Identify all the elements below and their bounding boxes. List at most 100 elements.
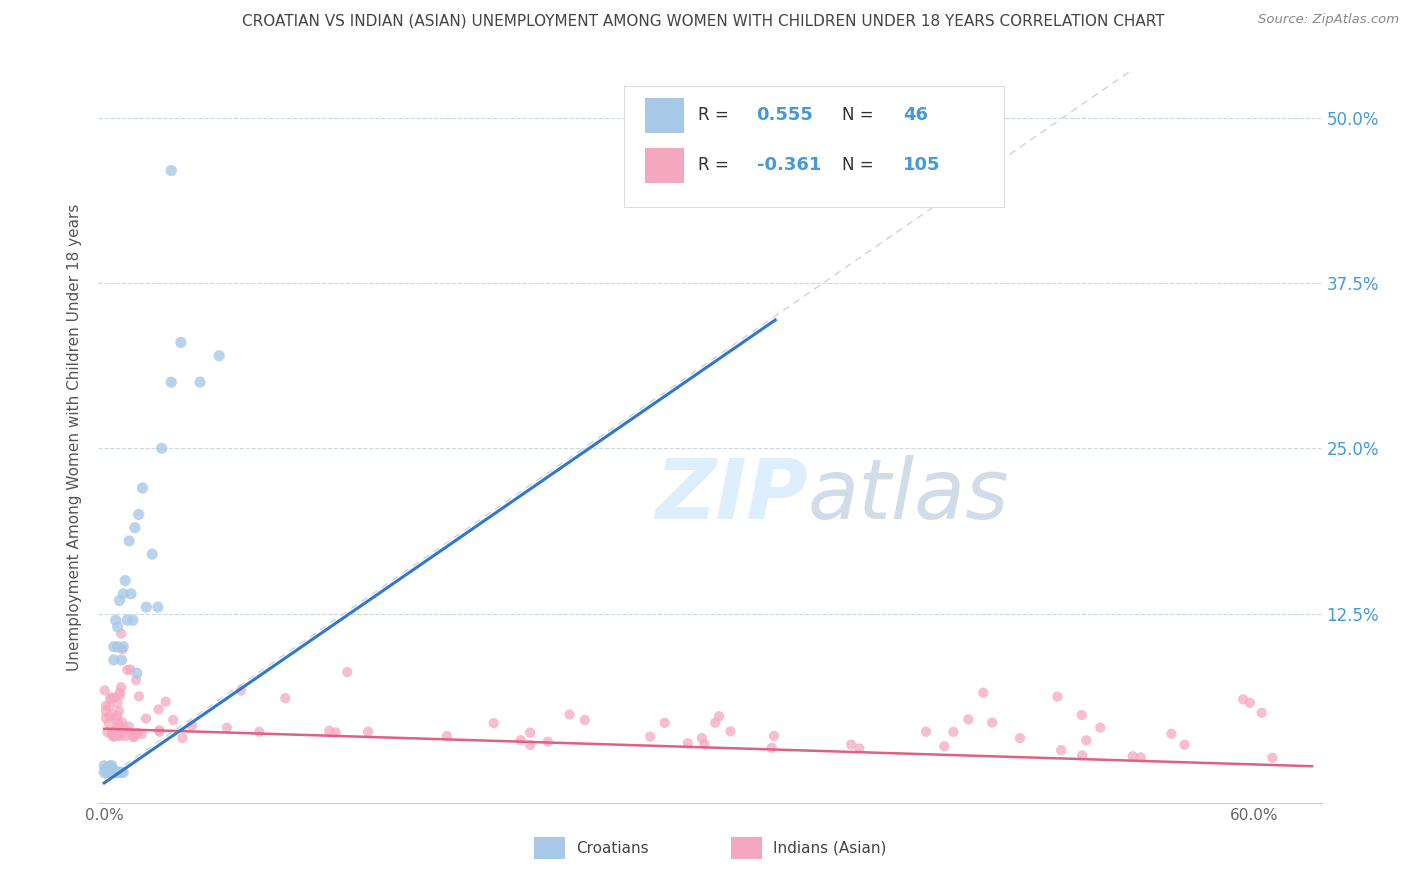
- Point: [915, 724, 938, 739]
- Point: [574, 713, 596, 727]
- Point: [148, 724, 170, 739]
- Text: CROATIAN VS INDIAN (ASIAN) UNEMPLOYMENT AMONG WOMEN WITH CHILDREN UNDER 18 YEARS: CROATIAN VS INDIAN (ASIAN) UNEMPLOYMENT …: [242, 13, 1164, 29]
- Point: [839, 738, 862, 752]
- Point: [128, 508, 150, 522]
- Point: [94, 704, 117, 718]
- Point: [120, 663, 142, 677]
- Point: [357, 724, 380, 739]
- Point: [131, 727, 153, 741]
- Point: [98, 765, 121, 780]
- Point: [98, 763, 121, 777]
- Point: [107, 726, 129, 740]
- Point: [101, 761, 124, 775]
- Point: [135, 600, 157, 615]
- Point: [108, 704, 131, 718]
- Point: [105, 720, 128, 734]
- Point: [690, 731, 713, 745]
- Point: [124, 727, 146, 741]
- Point: [318, 723, 340, 738]
- Point: [509, 733, 531, 747]
- Point: [676, 736, 699, 750]
- Point: [100, 707, 122, 722]
- Point: [1261, 751, 1284, 765]
- Point: [98, 758, 121, 772]
- Point: [112, 640, 135, 654]
- Point: [107, 765, 129, 780]
- Point: [111, 642, 134, 657]
- Point: [148, 723, 170, 738]
- Point: [188, 375, 211, 389]
- Point: [1239, 696, 1261, 710]
- Point: [1129, 750, 1152, 764]
- Point: [720, 724, 742, 739]
- Text: Source: ZipAtlas.com: Source: ZipAtlas.com: [1258, 13, 1399, 27]
- Point: [1071, 748, 1094, 763]
- Point: [1050, 743, 1073, 757]
- Point: [107, 716, 129, 731]
- Point: [110, 680, 132, 694]
- Point: [1076, 733, 1098, 747]
- Point: [128, 690, 150, 704]
- Point: [229, 683, 252, 698]
- Point: [103, 765, 125, 780]
- Point: [125, 673, 148, 688]
- FancyBboxPatch shape: [645, 97, 685, 133]
- Text: R =: R =: [697, 156, 734, 174]
- Point: [160, 375, 183, 389]
- Point: [127, 726, 149, 740]
- Point: [135, 712, 157, 726]
- Point: [97, 716, 120, 731]
- Point: [325, 725, 347, 739]
- Point: [693, 737, 716, 751]
- Point: [638, 730, 661, 744]
- Point: [131, 481, 153, 495]
- Point: [118, 725, 141, 739]
- Point: [155, 695, 177, 709]
- Point: [654, 715, 676, 730]
- Point: [122, 730, 145, 744]
- Point: [98, 699, 121, 714]
- Text: ZIP: ZIP: [655, 455, 808, 536]
- Point: [100, 690, 122, 705]
- Point: [110, 626, 132, 640]
- Point: [103, 763, 125, 777]
- Text: N =: N =: [842, 106, 873, 124]
- Point: [97, 761, 120, 775]
- Point: [105, 723, 128, 738]
- Point: [181, 718, 204, 732]
- Point: [94, 765, 117, 780]
- Point: [519, 725, 541, 739]
- Point: [117, 663, 139, 677]
- FancyBboxPatch shape: [624, 86, 1004, 207]
- Point: [103, 730, 125, 744]
- Point: [761, 740, 783, 755]
- Point: [336, 665, 359, 679]
- Point: [118, 719, 141, 733]
- Text: 46: 46: [903, 106, 928, 124]
- Point: [436, 729, 458, 743]
- Point: [114, 574, 136, 588]
- Point: [558, 707, 581, 722]
- Point: [1250, 706, 1272, 720]
- Point: [111, 715, 134, 730]
- Text: R =: R =: [697, 106, 734, 124]
- Point: [112, 722, 135, 736]
- Point: [942, 724, 965, 739]
- Point: [1046, 690, 1069, 704]
- Point: [172, 731, 194, 745]
- Point: [1122, 749, 1144, 764]
- Point: [972, 686, 994, 700]
- Point: [1070, 708, 1092, 723]
- Point: [107, 696, 129, 710]
- Point: [101, 726, 124, 740]
- Text: Indians (Asian): Indians (Asian): [773, 841, 887, 855]
- Point: [124, 521, 146, 535]
- Point: [146, 600, 169, 615]
- Text: -0.361: -0.361: [756, 156, 821, 174]
- Y-axis label: Unemployment Among Women with Children Under 18 years: Unemployment Among Women with Children U…: [67, 203, 83, 671]
- Point: [122, 730, 145, 744]
- Point: [97, 765, 120, 780]
- Point: [537, 734, 560, 748]
- Point: [707, 709, 730, 723]
- Point: [934, 739, 956, 754]
